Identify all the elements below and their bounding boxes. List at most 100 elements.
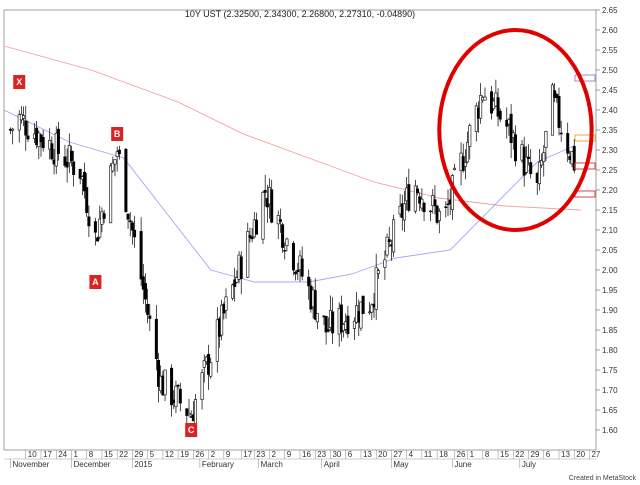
month-label: February <box>202 460 234 469</box>
y-tick-label: 2.55 <box>602 46 618 55</box>
candle-body <box>446 203 450 206</box>
candle-body <box>550 84 554 136</box>
month-label: March <box>261 460 283 469</box>
candle-body <box>291 242 295 271</box>
candle-body <box>50 143 54 160</box>
candle-body <box>261 191 265 240</box>
candle-body <box>376 270 380 274</box>
candle <box>22 106 26 127</box>
candle <box>174 380 178 414</box>
annotation-marker: B <box>111 127 124 141</box>
candle <box>313 278 317 321</box>
candle-body <box>178 388 182 404</box>
candle-body <box>285 238 289 246</box>
candle <box>413 179 417 214</box>
candle <box>361 295 365 314</box>
plot-border <box>3 9 597 451</box>
candle <box>50 136 54 161</box>
candle-body <box>537 161 541 185</box>
candle-body <box>359 301 363 329</box>
candle <box>392 214 396 258</box>
y-tick-label: 1.80 <box>602 346 618 355</box>
candle-body <box>254 219 258 235</box>
candle <box>11 127 15 145</box>
candle <box>324 316 328 345</box>
y-tick-label: 2.20 <box>602 186 618 195</box>
candle-body <box>572 145 576 171</box>
candle-body <box>444 206 448 208</box>
candle-body <box>509 113 513 143</box>
candle-body <box>479 95 483 119</box>
candle-body <box>26 135 30 140</box>
candle-body <box>324 316 328 333</box>
candle-body <box>313 290 317 320</box>
candle-body <box>296 269 300 273</box>
candle-body <box>307 276 311 287</box>
candle-body <box>65 161 69 168</box>
candle-body <box>143 283 147 300</box>
candle-body <box>69 150 73 161</box>
candle <box>572 139 576 174</box>
annotation-label: A <box>92 277 99 287</box>
candle-body <box>468 125 472 147</box>
x-tick-label: 11 <box>424 450 433 459</box>
candle-body <box>117 149 121 155</box>
y-tick-label: 1.90 <box>602 306 618 315</box>
x-axis: 10 17 24 1 8 15 22 29 5 12 19 26 2 9 17 23 2 9 16 23 30 6 13 20… <box>4 450 601 469</box>
candle <box>281 222 285 253</box>
candle-body <box>185 408 189 416</box>
candle-body <box>483 96 487 101</box>
plot-area <box>3 9 597 451</box>
candle-body <box>453 167 457 170</box>
month-label: 2015 <box>134 460 152 469</box>
month-label: May <box>393 460 408 469</box>
candle-body <box>416 188 420 194</box>
x-tick-label: 1 <box>470 450 475 459</box>
candle-body <box>392 219 396 253</box>
candle <box>143 273 147 313</box>
candle <box>270 179 274 224</box>
candle-body <box>474 105 478 132</box>
y-tick-label: 2.65 <box>602 6 618 15</box>
candle-body <box>215 319 219 362</box>
candle-body <box>413 185 417 212</box>
candle <box>557 87 561 136</box>
candle-body <box>385 236 389 256</box>
candle <box>468 123 472 160</box>
candle-body <box>148 315 152 319</box>
candle <box>385 233 389 258</box>
month-label: December <box>73 460 110 469</box>
candle <box>387 226 391 248</box>
candle-body <box>170 367 174 406</box>
annotation-box <box>185 423 198 437</box>
x-tick-label: 12 <box>165 450 174 459</box>
candle <box>111 156 115 173</box>
candle <box>566 122 570 163</box>
y-tick-label: 1.95 <box>602 286 618 295</box>
candle-body <box>163 369 167 396</box>
candle-body <box>557 96 561 128</box>
candle <box>215 307 219 373</box>
x-tick-label: 4 <box>409 450 414 459</box>
candle <box>178 382 182 412</box>
candle <box>331 297 335 344</box>
month-label: June <box>454 460 472 469</box>
annotation-label: B <box>114 129 121 139</box>
candle <box>524 146 528 175</box>
candle <box>285 237 289 252</box>
candle <box>540 153 544 168</box>
candle <box>359 301 363 332</box>
candle-body <box>200 372 204 400</box>
x-tick-label: 6 <box>348 450 353 459</box>
candle <box>133 215 137 248</box>
x-tick-label: 22 <box>119 450 128 459</box>
candle-body <box>270 189 274 223</box>
x-tick-label: 29 <box>531 450 540 459</box>
y-tick-label: 2.35 <box>602 126 618 135</box>
y-tick-label: 2.00 <box>602 266 618 275</box>
candle-body <box>246 231 250 278</box>
annotation-box <box>89 275 102 289</box>
candle <box>83 162 87 199</box>
candle-body <box>326 329 330 332</box>
